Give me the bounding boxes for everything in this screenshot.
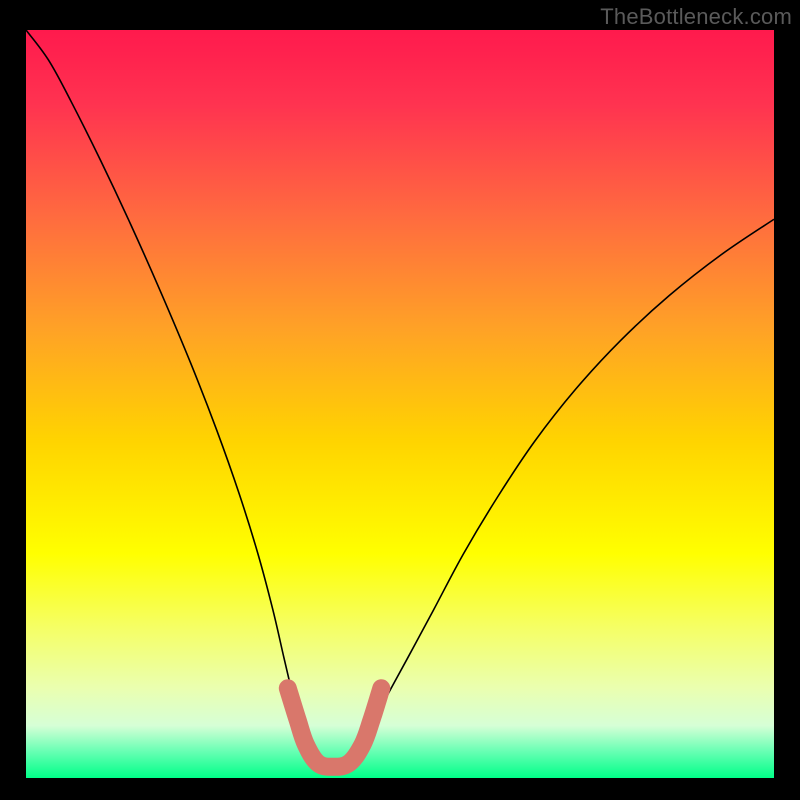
- bottleneck-chart: [0, 0, 800, 800]
- watermark-text: TheBottleneck.com: [600, 4, 792, 30]
- plot-area: [26, 30, 774, 778]
